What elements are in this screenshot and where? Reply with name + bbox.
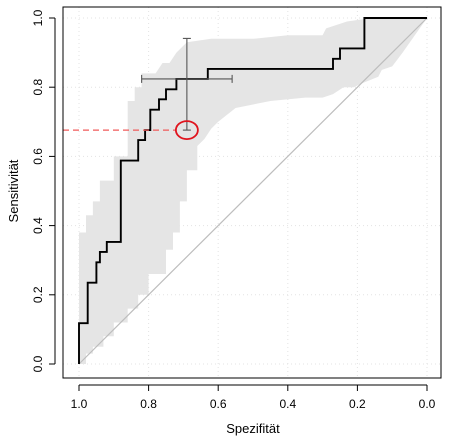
- y-tick-label: 1.0: [31, 9, 45, 26]
- x-tick-label: 1.0: [71, 397, 88, 411]
- y-tick-label: 0.0: [31, 355, 45, 372]
- y-tick-label: 0.2: [31, 286, 45, 303]
- x-tick-label: 0.0: [419, 397, 436, 411]
- x-axis: 1.0 0.8 0.6 0.4 0.2 0.0: [71, 384, 436, 411]
- y-tick-label: 0.8: [31, 79, 45, 96]
- y-axis: 0.0 0.2 0.4 0.6 0.8 1.0: [31, 9, 56, 372]
- diagonal-reference-line: [78, 17, 428, 365]
- x-tick-label: 0.8: [140, 397, 157, 411]
- x-tick-label: 0.6: [210, 397, 227, 411]
- plot-area-border: [62, 6, 442, 379]
- highlight-circle: [174, 120, 199, 141]
- y-tick-label: 0.4: [31, 217, 45, 234]
- y-tick-label: 0.6: [31, 148, 45, 165]
- x-tick-label: 0.2: [349, 397, 366, 411]
- confidence-band: [79, 18, 427, 364]
- roc-curve: [78, 17, 427, 364]
- y-axis-title: Sensitivität: [6, 159, 21, 222]
- confidence-error-bars: [141, 37, 233, 131]
- x-tick-label: 0.4: [279, 397, 296, 411]
- x-axis-title: Spezifität: [226, 421, 280, 436]
